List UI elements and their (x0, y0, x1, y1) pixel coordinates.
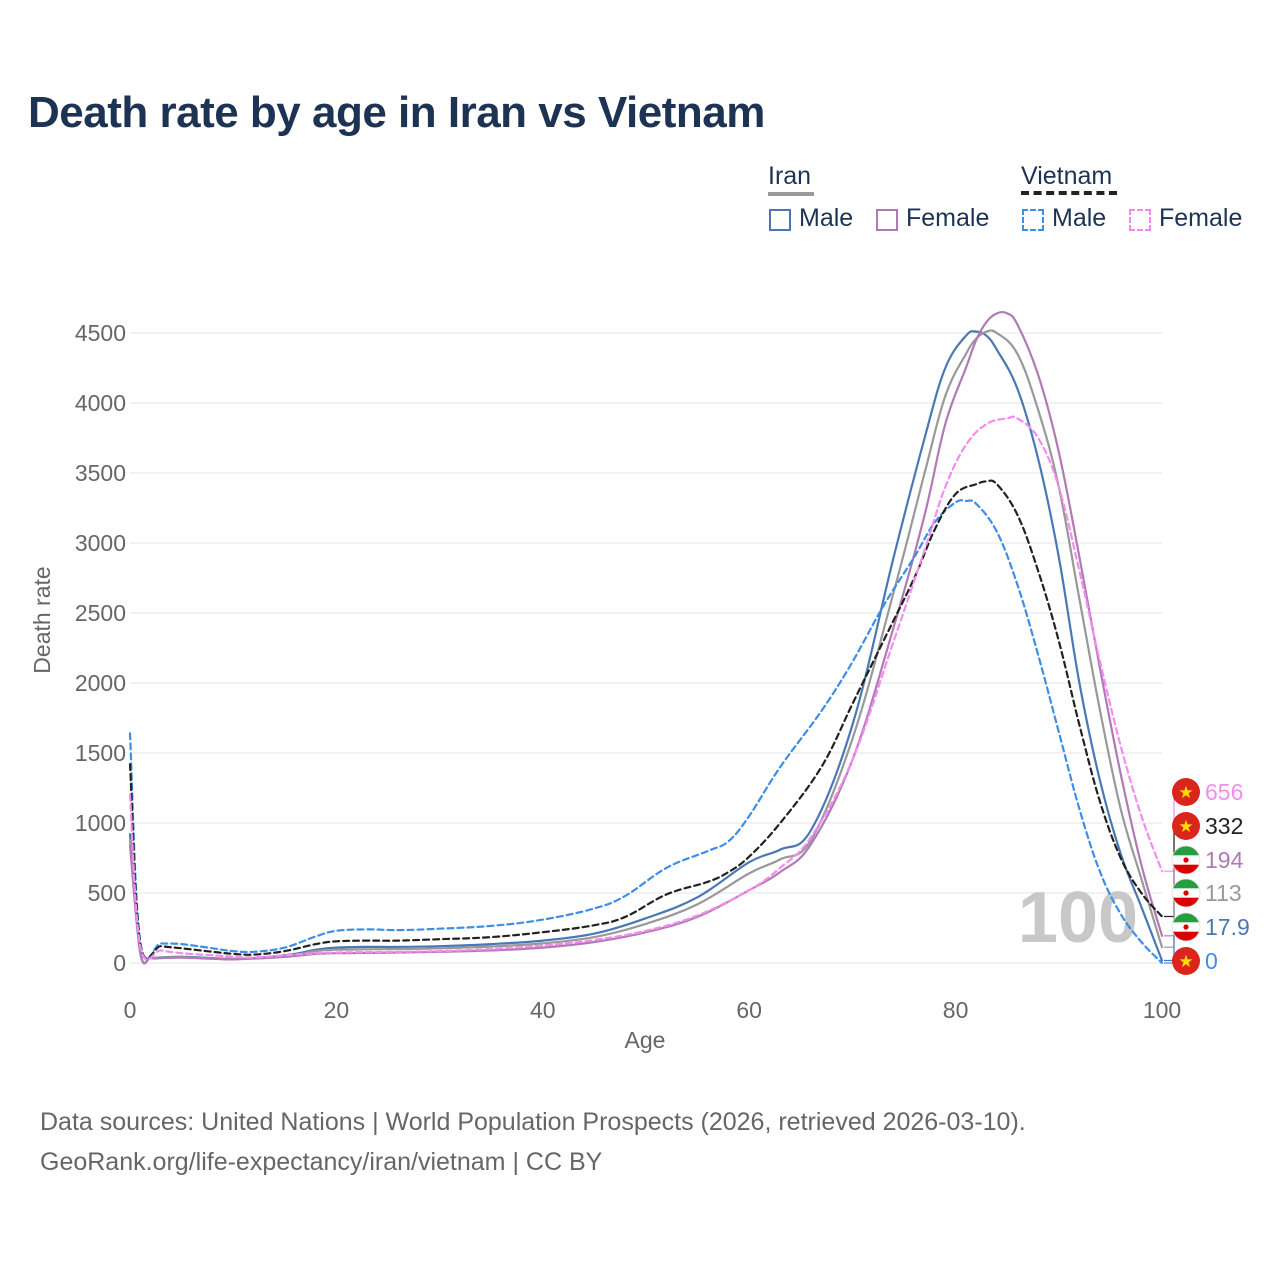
vietnam-flag-icon (1172, 812, 1200, 840)
x-axis-label: Age (625, 1027, 666, 1053)
star-icon: ★ (1178, 952, 1193, 971)
series-line-iran-female[interactable] (128, 310, 1164, 965)
legend-group-iran: Iran (768, 162, 812, 190)
y-tick-label: 1000 (75, 810, 126, 836)
x-tick-label: 20 (324, 997, 350, 1023)
y-tick-label: 4500 (75, 320, 126, 346)
series-line-iran-both[interactable] (128, 329, 1164, 965)
y-axis-ticks: 0 500 1000 1500 2000 2500 3000 3500 4000 4500 (75, 320, 126, 976)
legend-swatch-iran-female[interactable] (876, 209, 898, 231)
year-watermark: 100 (1018, 878, 1138, 958)
y-tick-label: 1500 (75, 740, 126, 766)
x-axis-ticks: 0 20 40 60 80 100 (124, 997, 1182, 1023)
gridlines (130, 332, 1162, 964)
x-tick-label: 60 (736, 997, 762, 1023)
x-tick-label: 100 (1143, 997, 1181, 1023)
series-line-iran-male[interactable] (128, 330, 1164, 965)
star-icon: ★ (1178, 783, 1193, 802)
footer-url[interactable]: GeoRank.org/life-expectancy/iran/vietnam… (40, 1148, 603, 1176)
star-icon: ★ (1178, 817, 1193, 836)
legend-swatch-iran-male[interactable] (769, 209, 791, 231)
y-tick-label: 2500 (75, 600, 126, 626)
y-tick-label: 0 (113, 950, 126, 976)
end-labels: ★ 656 ★ 332 194 113 17.9 ★ 0 (1164, 778, 1250, 975)
series-line-vietnam-both[interactable] (128, 479, 1164, 960)
y-axis-label: Death rate (29, 566, 55, 673)
x-tick-label: 40 (530, 997, 556, 1023)
legend-label-vietnam-male[interactable]: Male (1052, 204, 1107, 232)
end-label-value: 332 (1205, 813, 1243, 839)
y-tick-label: 2000 (75, 670, 126, 696)
y-tick-label: 3000 (75, 530, 126, 556)
legend-group-vietnam: Vietnam (1021, 162, 1113, 190)
chart-title: Death rate by age in Iran vs Vietnam (28, 88, 765, 137)
x-tick-label: 80 (943, 997, 969, 1023)
legend-group-iran-line (768, 192, 814, 196)
legend-label-iran-female[interactable]: Female (906, 204, 990, 232)
series-line-vietnam-male[interactable] (128, 499, 1164, 965)
legend-swatch-vietnam-male[interactable] (1022, 209, 1044, 231)
end-label-value: 113 (1205, 880, 1242, 906)
series-lines (128, 310, 1164, 965)
end-label-value: 194 (1205, 847, 1244, 873)
end-label-value: 17.9 (1205, 914, 1250, 940)
end-label-value: 656 (1205, 779, 1243, 805)
iran-flag-icon (1171, 912, 1201, 942)
end-label-value: 0 (1205, 948, 1218, 974)
footer-sources: Data sources: United Nations | World Pop… (40, 1108, 1026, 1136)
iran-flag-icon (1171, 878, 1201, 908)
legend-group-vietnam-line (1021, 191, 1117, 195)
legend-swatch-vietnam-female[interactable] (1129, 209, 1151, 231)
series-line-vietnam-female[interactable] (128, 415, 1164, 961)
vietnam-flag-icon (1172, 947, 1200, 975)
y-tick-label: 500 (88, 880, 126, 906)
legend-label-iran-male[interactable]: Male (799, 204, 854, 232)
x-tick-label: 0 (124, 997, 137, 1023)
iran-flag-icon (1171, 845, 1201, 875)
legend-label-vietnam-female[interactable]: Female (1159, 204, 1243, 232)
y-tick-label: 3500 (75, 460, 126, 486)
y-tick-label: 4000 (75, 390, 126, 416)
vietnam-flag-icon (1172, 778, 1200, 806)
